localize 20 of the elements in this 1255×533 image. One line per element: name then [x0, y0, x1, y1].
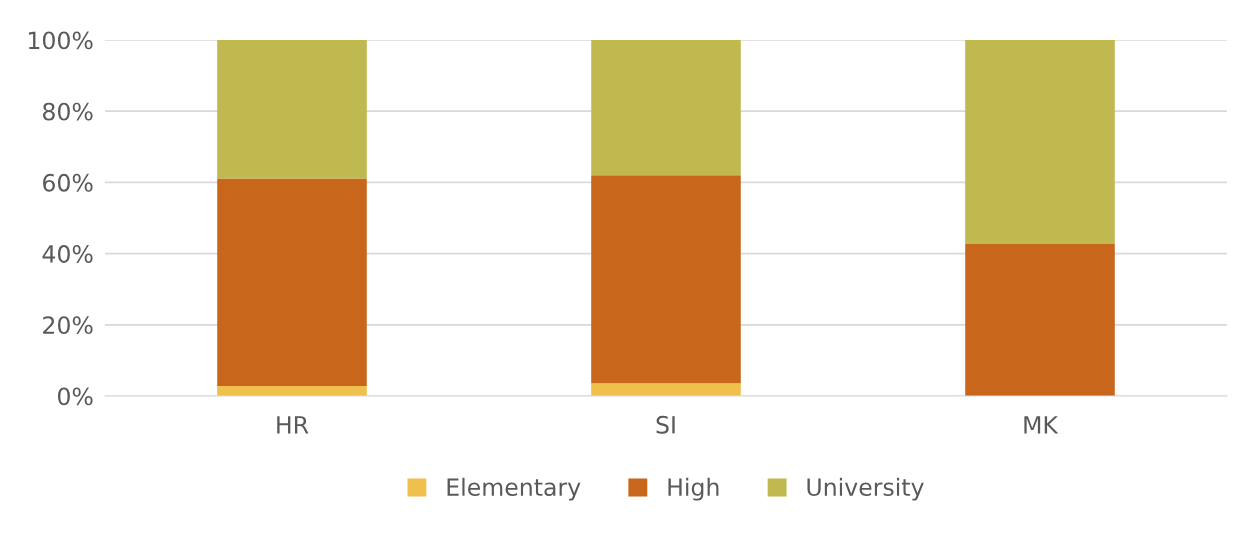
bar	[965, 243, 1115, 396]
legend-label: University	[807, 477, 924, 501]
y-tick-label: 20%	[43, 316, 93, 335]
y-tick-label: 80%	[43, 102, 93, 121]
bar	[217, 178, 367, 387]
x-tick-label: SI	[656, 415, 675, 434]
bar	[217, 40, 367, 179]
bar	[591, 383, 741, 396]
bar	[217, 386, 367, 396]
y-tick-label: 40%	[42, 245, 93, 263]
y-tick-label: 100%	[28, 31, 93, 50]
bar	[965, 40, 1115, 244]
bar	[591, 40, 741, 176]
bar	[591, 175, 741, 384]
y-tick-label: 60%	[43, 173, 93, 192]
x-tick-label: HR	[277, 416, 309, 434]
y-tick-label: 0%	[57, 387, 93, 406]
legend-label: Elementary	[447, 477, 581, 501]
legend-label: High	[668, 477, 719, 501]
x-tick-label: MK	[1024, 416, 1059, 434]
